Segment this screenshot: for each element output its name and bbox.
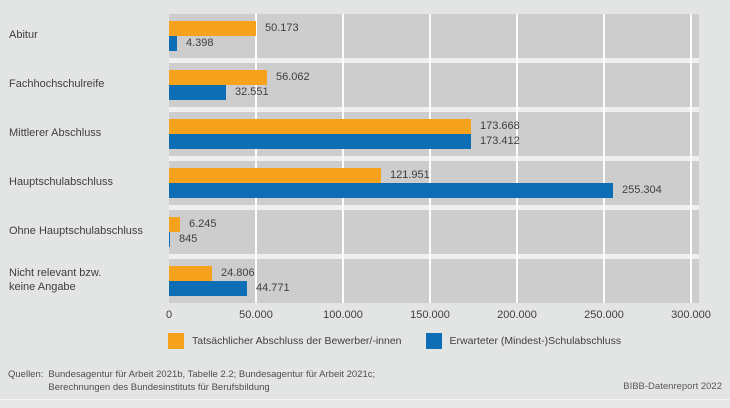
category-label: Fachhochschulreife	[9, 78, 105, 91]
bar-actual-abschluss	[169, 217, 180, 232]
bar-actual-abschluss	[169, 119, 471, 134]
source-line-2: Berechnungen des Bundesinstituts für Ber…	[48, 382, 270, 393]
legend: Tatsächlicher Abschluss der Bewerber/-in…	[168, 333, 621, 349]
value-label: 6.245	[189, 218, 217, 230]
x-tick-label: 200.000	[497, 309, 537, 321]
legend-item-expected: Erwarteter (Mindest-)Schulabschluss	[425, 333, 622, 349]
legend-label-actual: Tatsächlicher Abschluss der Bewerber/-in…	[192, 335, 402, 347]
value-label: 173.668	[480, 120, 520, 132]
legend-label-expected: Erwarteter (Mindest-)Schulabschluss	[449, 335, 622, 347]
value-label: 4.398	[186, 37, 214, 49]
value-label: 50.173	[265, 22, 299, 34]
x-tick-label: 50.000	[239, 309, 273, 321]
x-tick-label: 0	[165, 309, 173, 321]
category-label: Abitur	[9, 29, 38, 42]
bar-erwarteter-abschluss	[169, 85, 226, 100]
chart-row: Mittlerer Abschluss 173.668 173.412	[0, 112, 730, 156]
value-label: 121.951	[390, 169, 430, 181]
value-label: 173.412	[480, 135, 520, 147]
value-label: 255.304	[622, 184, 662, 196]
legend-swatch-orange-icon	[168, 333, 184, 349]
bar-actual-abschluss	[169, 70, 267, 85]
plot-band-gap-background	[169, 14, 699, 303]
x-tick-label: 250.000	[584, 309, 624, 321]
source-lines: Bundesagentur für Arbeit 2021b, Tabelle …	[48, 368, 375, 394]
x-tick-label: 150.000	[410, 309, 450, 321]
bar-erwarteter-abschluss	[169, 232, 170, 247]
bar-actual-abschluss	[169, 266, 212, 281]
bottom-edge-strip	[0, 399, 730, 408]
category-band: 56.062 32.551	[169, 63, 699, 107]
bar-erwarteter-abschluss	[169, 134, 471, 149]
chart-row: Ohne Hauptschulabschluss 6.245 845	[0, 210, 730, 254]
chart-row: Hauptschulabschluss 121.951 255.304	[0, 161, 730, 205]
x-tick-label: 100.000	[323, 309, 363, 321]
report-credit: BIBB-Datenreport 2022	[623, 381, 722, 392]
legend-swatch-blue-icon	[425, 333, 442, 349]
category-band: 24.806 44.771	[169, 259, 699, 303]
plot-area: Abitur 50.173 4.398 Fachhochschulreife 56.06…	[0, 14, 730, 308]
category-band: 6.245 845	[169, 210, 699, 254]
bar-actual-abschluss	[169, 168, 381, 183]
bar-erwarteter-abschluss	[169, 36, 177, 51]
source-line-1: Bundesagentur für Arbeit 2021b, Tabelle …	[48, 369, 376, 380]
legend-item-actual: Tatsächlicher Abschluss der Bewerber/-in…	[168, 333, 402, 349]
bar-erwarteter-abschluss	[169, 183, 613, 198]
bar-actual-abschluss	[169, 21, 256, 36]
source-note: Quellen: Bundesagentur für Arbeit 2021b,…	[8, 368, 375, 394]
category-label: Mittlerer Abschluss	[9, 127, 102, 140]
bar-erwarteter-abschluss	[169, 281, 247, 296]
x-tick-label: 300.000	[671, 309, 711, 321]
chart-row: Fachhochschulreife 56.062 32.551	[0, 63, 730, 107]
value-label: 56.062	[276, 71, 310, 83]
source-label: Quellen:	[8, 369, 44, 380]
x-axis: 0 50.000 100.000 150.000 200.000 250.000 300.0…	[165, 309, 711, 323]
category-band: 50.173 4.398	[169, 14, 699, 58]
value-label: 845	[179, 233, 198, 245]
category-label: Hauptschulabschluss	[9, 176, 113, 189]
category-label: Nicht relevant bzw. keine Angabe	[9, 267, 102, 293]
category-label: Ohne Hauptschulabschluss	[9, 225, 143, 238]
category-band: 121.951 255.304	[169, 161, 699, 205]
value-label: 24.806	[221, 267, 255, 279]
category-band: 173.668 173.412	[169, 112, 699, 156]
chart-row: Abitur 50.173 4.398	[0, 14, 730, 58]
chart-row: Nicht relevant bzw. keine Angabe 24.806 44…	[0, 259, 730, 303]
value-label: 44.771	[256, 282, 290, 294]
value-label: 32.551	[235, 86, 269, 98]
